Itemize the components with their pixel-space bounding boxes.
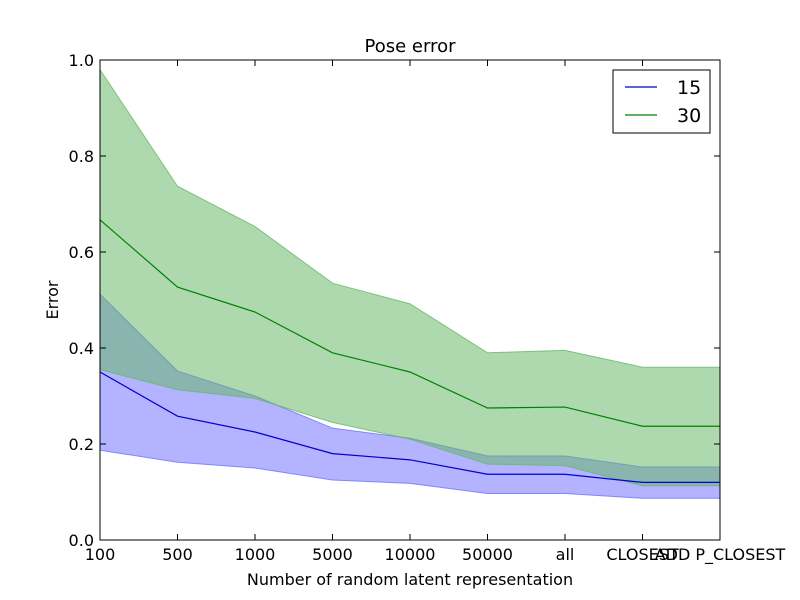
y-axis-ticks: 0.0 0.2 0.4 0.6 0.8 1.0 (69, 51, 720, 550)
y-tick-label: 0.8 (69, 147, 94, 166)
x-tick-label: ADD P_CLOSEST (655, 545, 786, 565)
y-axis-label: Error (43, 280, 62, 319)
x-tick-label: 10000 (385, 545, 436, 564)
chart-title: Pose error (365, 36, 457, 57)
legend-box (612, 69, 711, 134)
x-tick-label: 100 (85, 545, 116, 564)
confidence-bands (99, 67, 721, 499)
y-tick-label: 0.4 (69, 339, 94, 358)
line-series-30 (99, 219, 720, 427)
y-tick-label: 1.0 (69, 51, 94, 70)
y-tick-label: 0.6 (69, 243, 94, 262)
y-tick-label: 0.0 (69, 531, 94, 550)
line-series-15 (99, 371, 720, 483)
x-tick-label: CLOSEST (606, 545, 679, 564)
x-tick-label: 500 (162, 545, 193, 564)
x-tick-label: all (556, 545, 575, 564)
x-tick-label: 50000 (462, 545, 513, 564)
y-tick-label: 0.2 (69, 435, 94, 454)
x-axis-label: Number of random latent representation (247, 570, 573, 589)
legend-label-30: 30 (677, 105, 701, 127)
legend-label-15: 15 (677, 77, 701, 99)
x-tick-label: 1000 (235, 545, 276, 564)
x-tick-label: 5000 (312, 545, 353, 564)
series-lines (99, 219, 720, 483)
